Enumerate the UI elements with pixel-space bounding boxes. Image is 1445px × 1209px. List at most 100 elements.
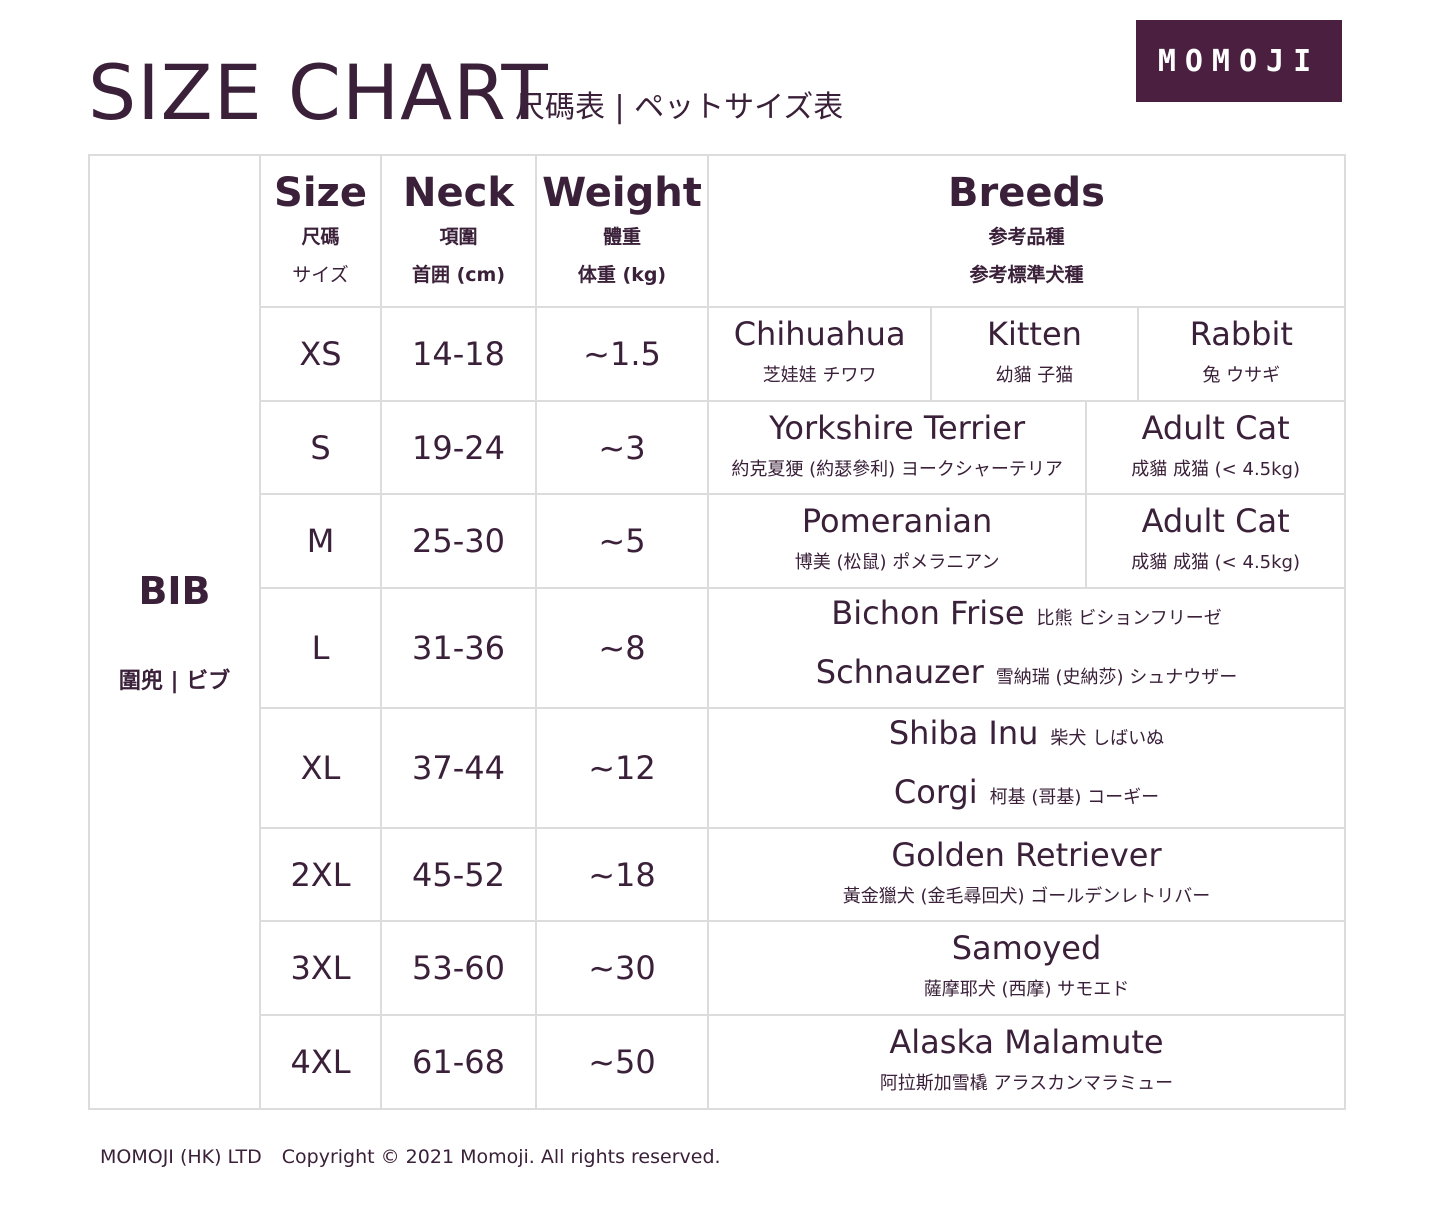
size-cell: 3XL [259,920,382,1016]
breed-name: Chihuahua [733,315,906,353]
breed-name-local: 約克夏㹴 (約瑟參利) ヨークシャーテリア [731,458,1063,480]
footer-copyright: Copyright © 2021 Momoji. All rights rese… [281,1146,721,1168]
neck-cell: 19-24 [380,400,537,495]
breed-name: Kitten [986,315,1082,353]
footer: MOMOJI (HK) LTD Copyright © 2021 Momoji. … [100,1146,721,1168]
size-row: 2XL 45-52 ~18 Golden Retriever 黃金獵犬 (金毛尋回犬) … [89,827,1346,922]
weight-cell: ~5 [535,493,709,589]
breed-name: Samoyed [951,929,1102,967]
breed-name-local: 薩摩耶犬 (西摩) サモエド [923,979,1130,1000]
neck-cell: 61-68 [380,1014,537,1110]
size-row: XS 14-18 ~1.5 Chihuahua 芝娃娃 チワワ Kitten 幼貓 子猫 Ra… [89,306,1346,402]
header-weight: Weight 體重体重 (kg) [535,154,709,308]
breed-name-local: 阿拉斯加雪橇 アラスカンマラミュー [879,1073,1174,1094]
header-sub: 参考標準犬種 [969,264,1084,286]
size-cell: S [259,400,382,495]
page-subtitle: 尺碼表 | ペットサイズ表 [515,90,844,125]
header-label: Breeds [948,170,1105,216]
breed-name: Corgi [893,773,978,811]
breed-name-local: 成貓 成猫 (< 4.5kg) [1131,458,1300,480]
breeds-cell: Samoyed 薩摩耶犬 (西摩) サモエド [707,920,1346,1016]
size-row: S 19-24 ~3 Yorkshire Terrier 約克夏㹴 (約瑟參利) ヨーク… [89,400,1346,495]
header-sub: 體重 [602,226,641,248]
breeds-cell: Golden Retriever 黃金獵犬 (金毛尋回犬) ゴールデンレトリバー [707,827,1346,922]
breed-name: Schnauzer [815,653,984,691]
breed-item: Samoyed 薩摩耶犬 (西摩) サモエド [709,922,1344,1014]
breeds-cell: Bichon Frise 比熊 ビションフリーゼ Schnauzer 雪納瑞 (史納莎… [707,587,1346,709]
breed-name-local: 兔 ウサギ [1202,365,1281,386]
breed-item: Alaska Malamute 阿拉斯加雪橇 アラスカンマラミュー [709,1016,1344,1108]
breed-item: Corgi 柯基 (哥基) コーギー [709,768,1344,827]
size-row: 3XL 53-60 ~30 Samoyed 薩摩耶犬 (西摩) サモエド [89,920,1346,1016]
breeds-group: Chihuahua 芝娃娃 チワワ Kitten 幼貓 子猫 Rabbit 兔 ウサギ [709,308,1344,400]
neck-cell: 45-52 [380,827,537,922]
breeds-cell: Chihuahua 芝娃娃 チワワ Kitten 幼貓 子猫 Rabbit 兔 ウサギ [707,306,1346,402]
breeds-group: Samoyed 薩摩耶犬 (西摩) サモエド [709,922,1344,1014]
size-row: M 25-30 ~5 Pomeranian 博美 (松鼠) ポメラニアン Adult Ca… [89,493,1346,589]
header-label: Weight [542,170,702,216]
size-cell: XS [259,306,382,402]
weight-cell: ~18 [535,827,709,922]
breed-name-local: 柯基 (哥基) コーギー [989,787,1160,808]
size-cell: 4XL [259,1014,382,1110]
breeds-cell: Alaska Malamute 阿拉斯加雪橇 アラスカンマラミュー [707,1014,1346,1110]
size-cell: L [259,587,382,709]
header-sub: 項圍 [439,226,478,248]
size-row: L 31-36 ~8 Bichon Frise 比熊 ビションフリーゼ Schnauzer… [89,587,1346,709]
breeds-cell: Yorkshire Terrier 約克夏㹴 (約瑟參利) ヨークシャーテリア Ad… [707,400,1346,495]
breeds-group: Alaska Malamute 阿拉斯加雪橇 アラスカンマラミュー [709,1016,1344,1108]
breed-item: Schnauzer 雪納瑞 (史納莎) シュナウザー [709,648,1344,707]
breed-item: Shiba Inu 柴犬 しばいぬ [709,709,1344,768]
size-table: BIB 圍兜 | ビブ Size 尺碼サイズ Neck 項圍首囲 (cm) Weig… [88,154,1346,1110]
footer-company: MOMOJI (HK) LTD [100,1146,262,1168]
weight-cell: ~30 [535,920,709,1016]
breed-name: Shiba Inu [888,714,1039,752]
breed-name-local: 博美 (松鼠) ポメラニアン [794,552,1000,573]
breed-name: Alaska Malamute [889,1023,1164,1061]
size-cell: M [259,493,382,589]
breed-name: Rabbit [1189,315,1293,353]
breed-item: Adult Cat 成貓 成猫 (< 4.5kg) [1085,495,1344,587]
breeds-cell: Pomeranian 博美 (松鼠) ポメラニアン Adult Cat 成貓 成猫 (… [707,493,1346,589]
weight-cell: ~8 [535,587,709,709]
size-cell: 2XL [259,827,382,922]
header-sub: 体重 (kg) [577,264,667,286]
breed-name: Pomeranian [801,502,993,540]
breeds-group: Golden Retriever 黃金獵犬 (金毛尋回犬) ゴールデンレトリバー [709,829,1344,920]
header-size: Size 尺碼サイズ [259,154,382,308]
header-sub: 尺碼 [301,226,340,248]
product-name: BIB [138,569,211,613]
neck-cell: 25-30 [380,493,537,589]
header-sub: サイズ [292,264,349,286]
breeds-cell: Shiba Inu 柴犬 しばいぬ Corgi 柯基 (哥基) コーギー [707,707,1346,829]
breed-item: Bichon Frise 比熊 ビションフリーゼ [709,589,1344,648]
neck-cell: 53-60 [380,920,537,1016]
breed-name: Adult Cat [1141,502,1290,540]
breed-name: Adult Cat [1141,408,1290,447]
header-label: Size [274,170,367,216]
weight-cell: ~3 [535,400,709,495]
weight-cell: ~1.5 [535,306,709,402]
breed-name-local: 黃金獵犬 (金毛尋回犬) ゴールデンレトリバー [842,885,1211,907]
breed-name: Bichon Frise [831,594,1025,632]
header-row: BIB 圍兜 | ビブ Size 尺碼サイズ Neck 項圍首囲 (cm) Weig… [88,154,1346,1110]
breed-item: Pomeranian 博美 (松鼠) ポメラニアン [709,495,1085,587]
breed-name-local: 雪納瑞 (史納莎) シュナウザー [995,667,1238,688]
header-sub: 首囲 (cm) [411,264,506,286]
header-breeds: Breeds 参考品種参考標準犬種 [707,154,1346,308]
size-cell: XL [259,707,382,829]
product-cell: BIB 圍兜 | ビブ [88,154,261,1110]
neck-cell: 31-36 [380,587,537,709]
header-label: Neck [403,170,514,216]
breed-name-local: 幼貓 子猫 [995,365,1074,386]
breed-name: Golden Retriever [891,835,1162,874]
breed-name-local: 芝娃娃 チワワ [762,365,877,386]
weight-cell: ~12 [535,707,709,829]
breeds-group: Pomeranian 博美 (松鼠) ポメラニアン Adult Cat 成貓 成猫 (… [709,495,1344,587]
breed-name-local: 成貓 成猫 (< 4.5kg) [1131,552,1300,573]
breed-item: Adult Cat 成貓 成猫 (< 4.5kg) [1085,402,1344,493]
breeds-group: Yorkshire Terrier 約克夏㹴 (約瑟參利) ヨークシャーテリア Ad… [709,402,1344,493]
header-sub: 参考品種 [988,226,1065,248]
breed-item: Yorkshire Terrier 約克夏㹴 (約瑟參利) ヨークシャーテリア [709,402,1085,493]
neck-cell: 37-44 [380,707,537,829]
